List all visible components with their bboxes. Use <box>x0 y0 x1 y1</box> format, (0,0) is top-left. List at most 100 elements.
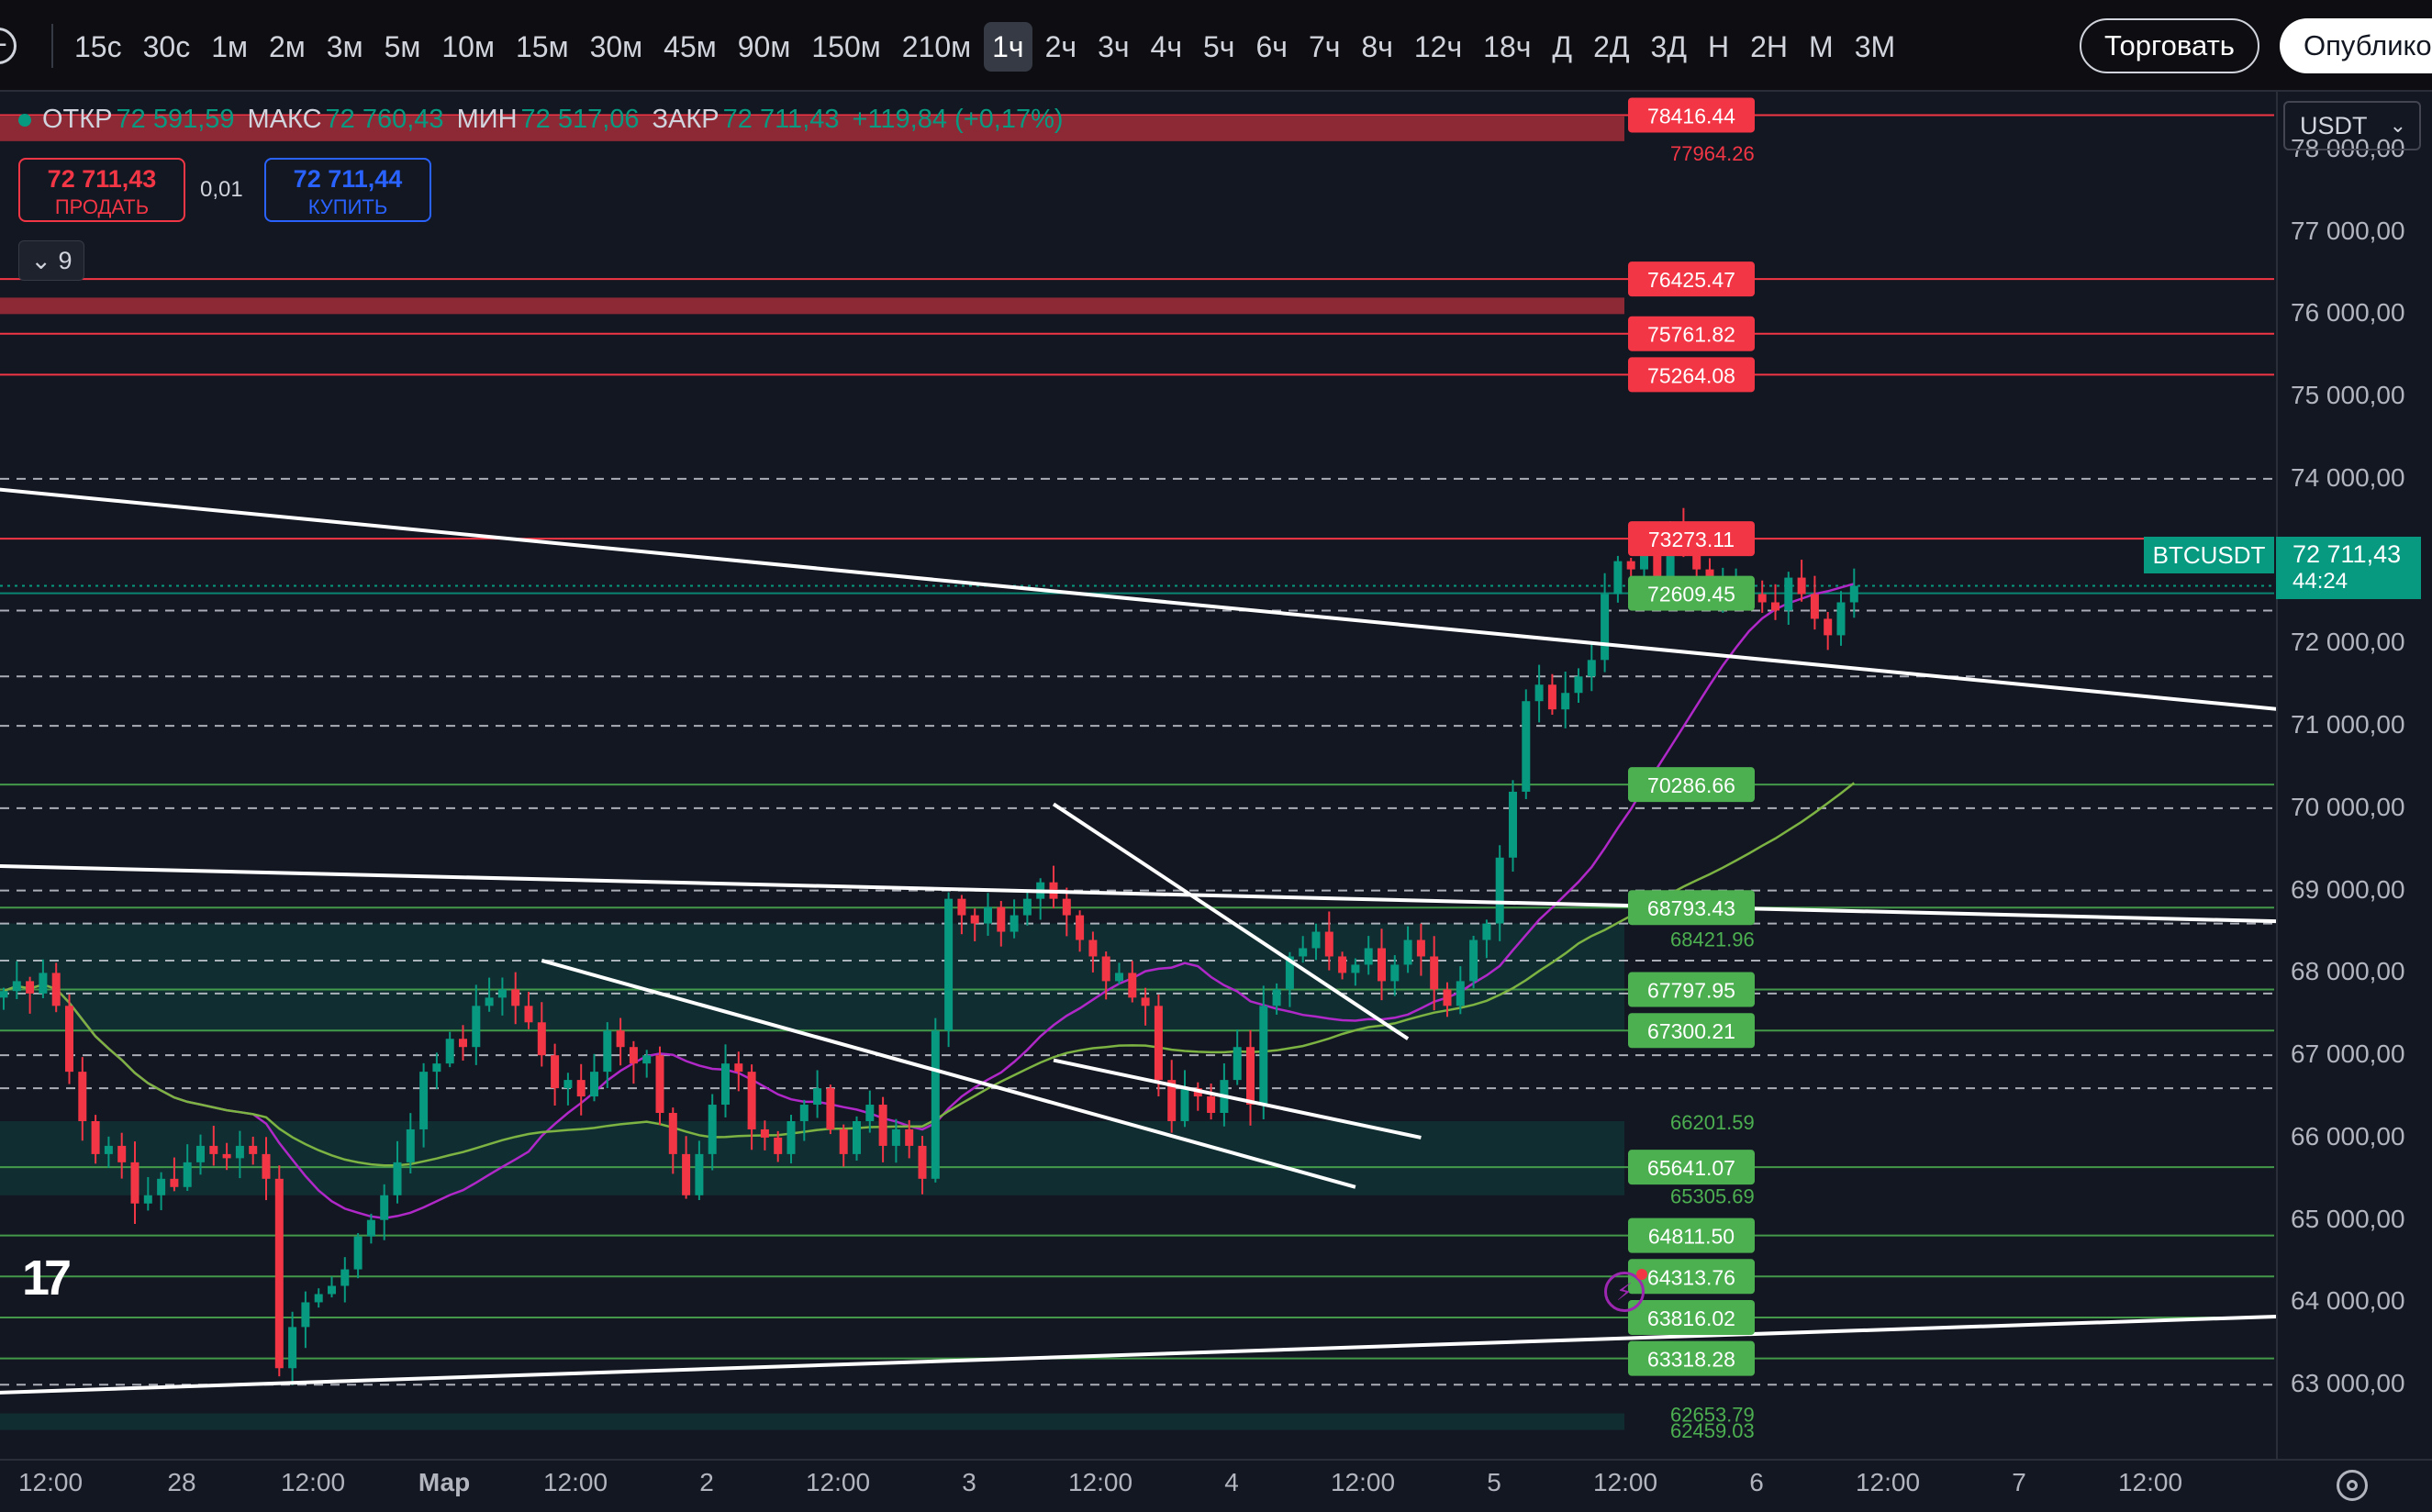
timeframe-29[interactable]: 3М <box>1854 30 1896 63</box>
timeframe-28[interactable]: М <box>1809 30 1834 63</box>
support-tag-8: 63816.02 <box>1628 1299 1755 1335</box>
timeframe-7[interactable]: 15м <box>515 30 569 63</box>
timeframe-2[interactable]: 1м <box>211 30 248 63</box>
tradingview-logo-icon[interactable]: 17 <box>22 1251 72 1306</box>
candle-28 <box>366 1213 375 1244</box>
timeframe-17[interactable]: 5ч <box>1203 30 1235 63</box>
open-value: 72 591,59 <box>116 105 235 134</box>
candle-118 <box>1547 673 1556 716</box>
currency-select[interactable]: USDT ⌄ <box>2283 101 2421 150</box>
time-axis[interactable] <box>0 1459 2432 1512</box>
candle-body <box>406 1128 415 1162</box>
trade-button[interactable]: Торговать <box>2080 18 2259 73</box>
timeframe-9[interactable]: 45м <box>664 30 717 63</box>
candle-body <box>655 1055 664 1114</box>
candle-45 <box>590 1053 598 1102</box>
candle-body <box>1311 931 1321 949</box>
lightning-icon[interactable]: ⚡ <box>1604 1269 1647 1312</box>
support-tag-5: 65641.07 <box>1628 1150 1755 1185</box>
candle-27 <box>353 1233 363 1279</box>
timeframe-19[interactable]: 7ч <box>1308 30 1341 63</box>
candle-52 <box>682 1136 691 1199</box>
timeframe-24[interactable]: 2Д <box>1593 30 1630 63</box>
indicators-collapse-button[interactable]: ⌄ 9 <box>18 240 84 281</box>
timeframe-23[interactable]: Д <box>1552 30 1573 63</box>
timeframe-12[interactable]: 210м <box>901 30 972 63</box>
candle-body <box>183 1162 192 1187</box>
candle-14 <box>183 1144 192 1192</box>
candle-70 <box>918 1136 927 1195</box>
add-symbol-icon[interactable]: + <box>0 28 17 64</box>
support-tag-2: 68793.43 <box>1628 890 1755 926</box>
support-tag-0: 72609.45 <box>1628 575 1755 611</box>
timeframe-20[interactable]: 8ч <box>1361 30 1393 63</box>
candle-21 <box>274 1165 284 1377</box>
sell-button[interactable]: 72 711,43 ПРОДАТЬ <box>18 158 185 222</box>
timeframe-6[interactable]: 10м <box>441 30 495 63</box>
timeframe-3[interactable]: 2м <box>268 30 306 63</box>
price-axis[interactable] <box>2276 92 2432 1459</box>
timeframe-1[interactable]: 30с <box>142 30 191 63</box>
candle-body <box>445 1039 454 1064</box>
candle-112 <box>1469 935 1478 989</box>
time-tick: 12:00 <box>280 1468 346 1496</box>
price-tick: 70 000,00 <box>2291 792 2405 821</box>
timeframe-16[interactable]: 4ч <box>1150 30 1182 63</box>
publish-button[interactable]: Опубликовать <box>2280 18 2432 73</box>
candle-46 <box>603 1022 612 1088</box>
zone-0 <box>0 116 1624 141</box>
level-tag-text: 67300.21 <box>1647 1019 1735 1043</box>
buy-button[interactable]: 72 711,44 КУПИТЬ <box>264 158 431 222</box>
levels-layer <box>0 114 2274 1386</box>
timeframe-18[interactable]: 6ч <box>1255 30 1288 63</box>
timeframe-11[interactable]: 150м <box>811 30 881 63</box>
candle-body <box>196 1145 205 1162</box>
candle-82 <box>1076 910 1085 952</box>
timeframe-15[interactable]: 3ч <box>1098 30 1130 63</box>
timeframe-21[interactable]: 12ч <box>1413 30 1463 63</box>
time-tick: 7 <box>2012 1468 2026 1496</box>
candle-body <box>563 1080 573 1089</box>
candle-body <box>104 1145 113 1154</box>
zone-4 <box>0 1413 1624 1430</box>
candle-33 <box>432 1052 441 1090</box>
timeframe-5[interactable]: 5м <box>384 30 421 63</box>
candle-body <box>1495 857 1504 924</box>
candle-39 <box>511 972 520 1025</box>
candle-body <box>682 1153 691 1195</box>
candle-body <box>668 1113 677 1154</box>
candle-body <box>1272 989 1281 1006</box>
price-tick: 63 000,00 <box>2291 1369 2405 1398</box>
candle-body <box>1233 1047 1242 1081</box>
candle-77 <box>1010 899 1019 939</box>
candle-97 <box>1272 983 1281 1015</box>
timeframe-27[interactable]: 2Н <box>1750 30 1789 63</box>
level-tag-text: 65641.07 <box>1647 1156 1735 1180</box>
candle-50 <box>655 1046 664 1126</box>
settings-gear-icon[interactable] <box>2337 1470 2368 1501</box>
timeframe-8[interactable]: 30м <box>589 30 643 63</box>
price-chart[interactable]: 78416.44 76425.47 75761.82 75264.08 73273.11… <box>0 92 2276 1459</box>
candle-body <box>511 989 520 1006</box>
candle-37 <box>485 977 494 1012</box>
candle-body <box>1101 956 1110 982</box>
timeframe-22[interactable]: 18ч <box>1483 30 1532 63</box>
candle-29 <box>380 1184 389 1240</box>
candle-139 <box>1824 611 1833 650</box>
timeframe-4[interactable]: 3м <box>326 30 363 63</box>
time-tick: 2 <box>699 1468 714 1496</box>
timeframe-0[interactable]: 15с <box>74 30 122 63</box>
timeframe-14[interactable]: 2ч <box>1044 30 1077 63</box>
candle-body <box>353 1236 363 1270</box>
timeframe-26[interactable]: Н <box>1708 30 1730 63</box>
plain-level-label-5: 62459.03 <box>1670 1419 1755 1442</box>
price-tick: 69 000,00 <box>2291 874 2405 904</box>
timeframe-10[interactable]: 90м <box>737 30 791 63</box>
candle-body <box>1076 915 1085 940</box>
timeframe-25[interactable]: 3Д <box>1650 30 1688 63</box>
timeframe-13[interactable]: 1ч <box>984 22 1032 72</box>
level-tag-bg <box>1628 261 1755 297</box>
candle-138 <box>1810 575 1819 630</box>
plain-level-label-1: 68421.96 <box>1670 928 1755 951</box>
ma-green-line <box>3 782 1856 1167</box>
